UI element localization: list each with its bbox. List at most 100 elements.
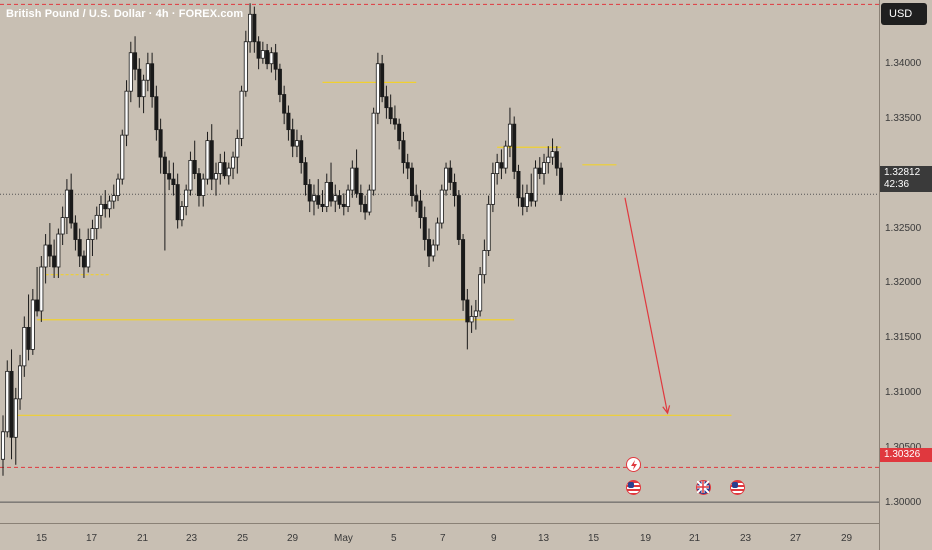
candle-down: [358, 192, 363, 205]
candle-down: [265, 50, 270, 65]
us-flag-event-icon[interactable]: [626, 480, 641, 495]
candle-down: [512, 123, 517, 172]
candle-down: [516, 171, 521, 199]
candle-down: [290, 129, 295, 147]
candle-down: [158, 129, 163, 158]
time-tick-label: 9: [491, 533, 497, 544]
candle-up: [218, 162, 223, 175]
time-tick-label: 19: [640, 533, 652, 544]
candle-down: [150, 63, 155, 98]
price-tick-label: 1.33500: [885, 112, 922, 124]
candle-up: [546, 156, 551, 164]
time-axis[interactable]: [0, 523, 879, 550]
candle-up: [350, 167, 355, 191]
price-axis[interactable]: [879, 0, 932, 550]
candle-up: [98, 203, 103, 216]
price-tick-label: 1.34000: [885, 57, 922, 69]
candle-up: [107, 200, 112, 210]
candle-down: [397, 123, 402, 142]
candle-up: [550, 151, 555, 158]
time-tick-label: 13: [538, 533, 550, 544]
candle-down: [388, 107, 393, 120]
candle-down: [529, 192, 534, 202]
candle-up: [431, 244, 436, 257]
time-tick-label: 17: [86, 533, 98, 544]
candle-down: [167, 173, 172, 180]
candle-up: [86, 239, 91, 268]
candle-up: [294, 140, 299, 147]
candle-down: [273, 52, 278, 70]
candle-down: [316, 195, 321, 205]
candle-down: [286, 112, 291, 131]
candle-up: [375, 63, 380, 114]
candle-down: [222, 162, 227, 177]
candle-down: [47, 244, 52, 257]
candle-down: [171, 178, 176, 185]
candle-down: [196, 173, 201, 196]
candle-down: [252, 13, 257, 43]
candle-up: [30, 299, 35, 350]
price-tick-label: 1.32500: [885, 222, 922, 234]
candle-up: [111, 195, 116, 202]
time-tick-label: 5: [391, 533, 397, 544]
time-tick-label: 27: [790, 533, 802, 544]
candle-up: [367, 189, 372, 213]
candle-up: [43, 244, 48, 268]
candle-up: [235, 138, 240, 158]
candle-down: [154, 96, 159, 131]
time-tick-label: 25: [237, 533, 249, 544]
uk-flag-event-icon[interactable]: [696, 480, 711, 495]
candle-down: [337, 195, 342, 205]
candle-down: [175, 184, 180, 221]
candle-up: [13, 398, 18, 438]
flash-event-icon[interactable]: [626, 457, 641, 472]
candle-down: [137, 68, 142, 98]
candle-down: [103, 203, 108, 210]
candle-up: [248, 13, 253, 43]
candle-down: [192, 160, 197, 175]
candle-down: [418, 200, 423, 218]
time-tick-label: 15: [588, 533, 600, 544]
candle-down: [209, 140, 214, 180]
candle-down: [392, 118, 397, 125]
candle-down: [69, 189, 74, 224]
candle-down: [426, 239, 431, 257]
candle-up: [473, 310, 478, 317]
candle-up: [533, 167, 538, 202]
candle-down: [380, 63, 385, 98]
candle-up: [60, 217, 65, 235]
candle-up: [311, 195, 316, 202]
candle-up: [116, 178, 121, 196]
candle-up: [486, 203, 491, 251]
projection-arrow-head: [662, 405, 671, 415]
time-tick-label: 21: [689, 533, 701, 544]
us-flag-event-icon-2[interactable]: [730, 480, 745, 495]
candle-down: [414, 195, 419, 202]
candle-up: [179, 206, 184, 221]
candle-up: [495, 162, 500, 175]
candle-up: [333, 195, 338, 202]
candle-down: [256, 41, 261, 59]
current-price-label: 1.32812 42:36: [880, 166, 932, 192]
candle-up: [269, 52, 274, 65]
candle-up: [22, 327, 27, 367]
time-tick-label: 21: [137, 533, 149, 544]
candle-down: [452, 181, 457, 196]
candle-down: [422, 217, 427, 240]
candle-down: [329, 181, 334, 202]
candle-up: [243, 41, 248, 92]
candle-down: [341, 203, 346, 207]
candle-up: [64, 189, 69, 218]
candle-down: [465, 299, 470, 323]
red-level-price-label: 1.30326: [880, 448, 932, 462]
candle-up: [213, 173, 218, 180]
candle-down: [9, 370, 14, 438]
price-tick-label: 1.30000: [885, 497, 922, 509]
currency-badge[interactable]: USD: [881, 3, 927, 25]
candle-down: [559, 167, 564, 195]
projection-arrow-line: [624, 197, 669, 414]
candle-up: [188, 160, 193, 191]
time-tick-label: 29: [841, 533, 853, 544]
